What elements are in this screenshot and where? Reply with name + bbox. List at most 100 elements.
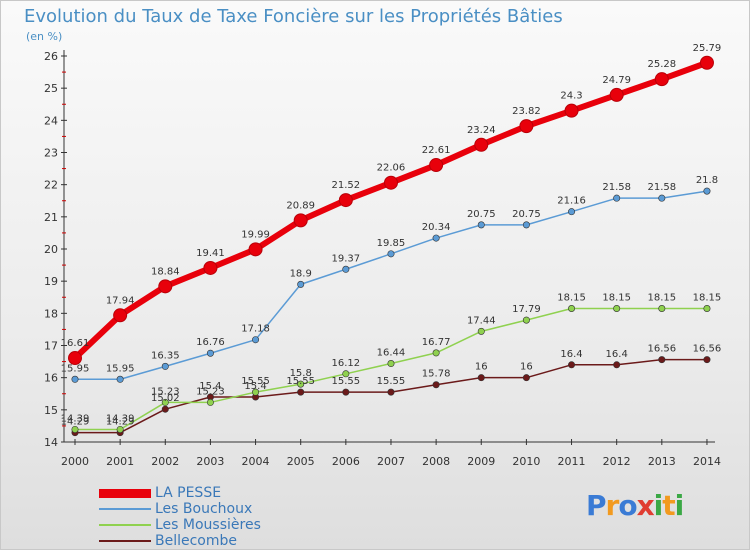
data-label-3: 15.55 — [377, 376, 406, 387]
data-label-3: 16 — [520, 362, 533, 373]
data-label-1: 16.76 — [196, 337, 225, 348]
y-tick-label: 18 — [44, 307, 58, 320]
series-point-3 — [161, 405, 169, 413]
series-point-3 — [703, 356, 711, 364]
data-label-3: 15.4 — [244, 381, 266, 392]
legend-label: Bellecombe — [155, 533, 238, 549]
data-label-0: 25.28 — [647, 59, 676, 70]
data-label-3: 16 — [475, 362, 488, 373]
series-point-2 — [432, 349, 440, 357]
data-label-0: 22.06 — [377, 163, 406, 174]
series-point-1 — [71, 375, 79, 383]
series-point-2 — [71, 425, 79, 433]
data-label-0: 19.99 — [241, 229, 270, 240]
series-point-2 — [252, 388, 260, 396]
x-tick-label: 2005 — [287, 455, 315, 468]
data-label-0: 17.94 — [106, 295, 135, 306]
x-tick-label: 2010 — [512, 455, 540, 468]
series-point-1 — [432, 234, 440, 242]
y-tick-label: 19 — [44, 275, 58, 288]
data-label-2: 15.23 — [151, 386, 180, 397]
data-label-2: 18.15 — [557, 293, 586, 304]
logo-letter: i — [653, 489, 664, 522]
data-label-1: 21.16 — [557, 196, 586, 207]
series-point-0 — [248, 242, 263, 257]
series-point-0 — [68, 351, 82, 366]
series-point-1 — [161, 362, 169, 370]
series-point-3 — [658, 356, 666, 364]
data-label-2: 18.15 — [693, 293, 722, 304]
y-tick-label: 17 — [44, 340, 58, 353]
series-point-0 — [609, 87, 624, 102]
x-tick-label: 2008 — [422, 455, 450, 468]
data-label-2: 14.39 — [106, 413, 135, 424]
proxiti-logo: Proxiti — [586, 489, 684, 522]
data-label-2: 16.12 — [332, 358, 361, 369]
y-tick-label: 23 — [44, 147, 58, 160]
data-label-1: 19.37 — [332, 253, 361, 264]
y-tick-label: 20 — [44, 243, 58, 256]
data-label-2: 18.15 — [602, 293, 631, 304]
series-point-0 — [158, 279, 173, 294]
data-label-2: 14.39 — [61, 413, 90, 424]
series-point-2 — [161, 398, 169, 406]
series-line-0 — [72, 59, 708, 361]
series-point-2 — [342, 370, 350, 378]
data-label-3: 14.29 — [106, 417, 135, 428]
logo-letter: P — [586, 489, 607, 522]
data-label-0: 24.3 — [560, 91, 582, 102]
data-label-3: 15.78 — [422, 369, 451, 380]
data-label-2: 16.44 — [377, 348, 406, 359]
x-tick-label: 2013 — [648, 455, 676, 468]
data-label-1: 21.8 — [696, 175, 718, 186]
x-tick-label: 2002 — [151, 455, 179, 468]
y-tick-label: 22 — [44, 179, 58, 192]
data-label-0: 25.79 — [693, 43, 722, 54]
data-label-3: 15.02 — [151, 393, 180, 404]
data-label-0: 22.61 — [422, 145, 451, 156]
x-tick-label: 2011 — [558, 455, 586, 468]
series-point-1 — [568, 208, 576, 216]
series-point-2 — [116, 425, 124, 433]
series-point-0 — [293, 213, 308, 228]
data-label-3: 15.4 — [199, 381, 221, 392]
data-label-1: 21.58 — [602, 182, 631, 193]
series-point-0 — [474, 137, 489, 152]
logo-letter: t — [662, 489, 675, 522]
series-point-0 — [383, 175, 398, 190]
data-label-0: 23.24 — [467, 125, 496, 136]
logo-letter: r — [605, 489, 620, 522]
series-point-2 — [522, 316, 530, 324]
series-point-3 — [522, 374, 530, 382]
series-point-3 — [342, 388, 350, 396]
data-label-2: 18.15 — [647, 293, 676, 304]
x-tick-label: 2012 — [603, 455, 631, 468]
x-tick-label: 2007 — [377, 455, 405, 468]
logo-letter: x — [636, 489, 655, 522]
series-point-3 — [297, 388, 305, 396]
data-label-2: 15.8 — [290, 368, 312, 379]
series-point-1 — [206, 349, 214, 357]
data-label-3: 15.55 — [286, 376, 315, 387]
legend-swatch — [99, 540, 151, 542]
data-label-1: 21.58 — [647, 182, 676, 193]
series-point-1 — [522, 221, 530, 229]
data-label-1: 16.35 — [151, 350, 180, 361]
y-tick-label: 21 — [44, 211, 58, 224]
x-tick-label: 2014 — [693, 455, 721, 468]
series-point-0 — [203, 260, 218, 275]
series-point-3 — [568, 361, 576, 369]
x-tick-label: 2009 — [467, 455, 495, 468]
series-point-0 — [564, 103, 579, 118]
data-label-2: 17.79 — [512, 304, 541, 315]
series-point-2 — [297, 380, 305, 388]
y-tick-label: 26 — [44, 50, 58, 63]
data-label-1: 15.95 — [106, 363, 135, 374]
data-label-1: 18.9 — [290, 268, 312, 279]
data-label-0: 24.79 — [602, 75, 631, 86]
data-label-1: 20.75 — [467, 209, 496, 220]
series-point-1 — [613, 194, 621, 202]
series-point-1 — [297, 280, 305, 288]
